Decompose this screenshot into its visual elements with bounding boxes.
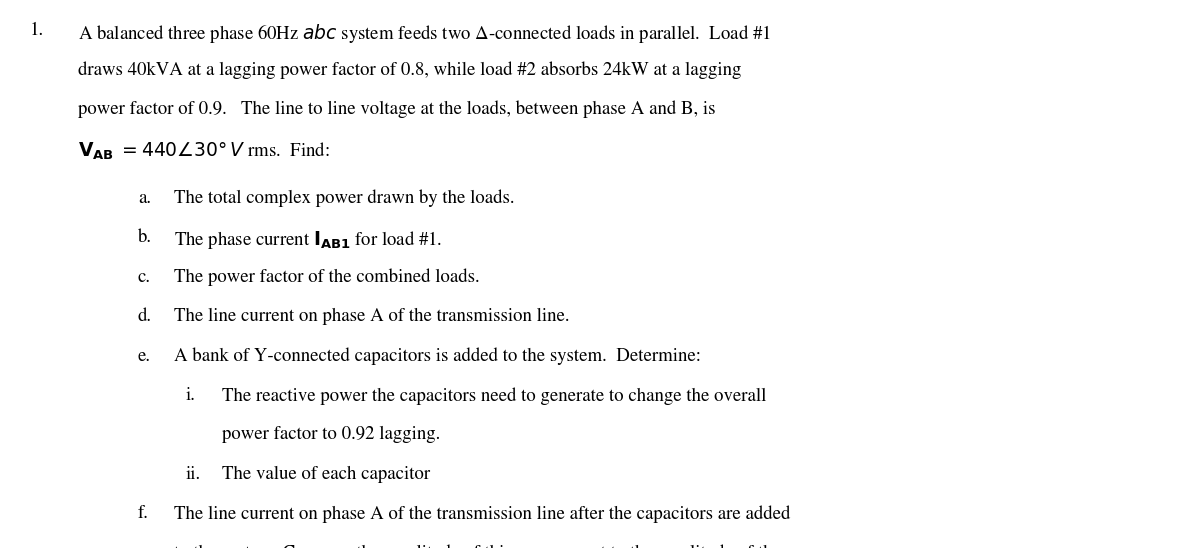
Text: c.: c.	[138, 269, 151, 286]
Text: a.: a.	[138, 190, 151, 207]
Text: The line current on phase A of the transmission line.: The line current on phase A of the trans…	[174, 308, 570, 325]
Text: ii.: ii.	[186, 466, 202, 483]
Text: i.: i.	[186, 387, 196, 404]
Text: The value of each capacitor: The value of each capacitor	[222, 466, 430, 483]
Text: The power factor of the combined loads.: The power factor of the combined loads.	[174, 269, 480, 286]
Text: A balanced three phase 60Hz $\mathit{abc}$ system feeds two Δ-connected loads in: A balanced three phase 60Hz $\mathit{abc…	[78, 22, 772, 45]
Text: A bank of Y-connected capacitors is added to the system.  Determine:: A bank of Y-connected capacitors is adde…	[174, 347, 701, 365]
Text: 1.: 1.	[30, 22, 44, 39]
Text: The total complex power drawn by the loads.: The total complex power drawn by the loa…	[174, 190, 515, 207]
Text: b.: b.	[138, 229, 152, 246]
Text: The line current on phase A of the transmission line after the capacitors are ad: The line current on phase A of the trans…	[174, 505, 791, 523]
Text: The phase current $\mathbf{I}_{\mathbf{AB1}}$ for load #1.: The phase current $\mathbf{I}_{\mathbf{A…	[174, 229, 443, 251]
Text: e.: e.	[138, 347, 151, 364]
Text: d.: d.	[138, 308, 152, 325]
Text: draws 40kVA at a lagging power factor of 0.8, while load #2 absorbs 24kW at a la: draws 40kVA at a lagging power factor of…	[78, 61, 742, 79]
Text: $\mathbf{V}_{\mathbf{AB}}$ $= 440\angle30°\,V$ rms.  Find:: $\mathbf{V}_{\mathbf{AB}}$ $= 440\angle3…	[78, 140, 330, 162]
Text: to the system. Compare the amplitude of this new current to the amplitude of the: to the system. Compare the amplitude of …	[174, 545, 781, 548]
Text: power factor to 0.92 lagging.: power factor to 0.92 lagging.	[222, 426, 440, 443]
Text: The reactive power the capacitors need to generate to change the overall: The reactive power the capacitors need t…	[222, 387, 767, 404]
Text: power factor of 0.9.   The line to line voltage at the loads, between phase A an: power factor of 0.9. The line to line vo…	[78, 101, 715, 118]
Text: f.: f.	[138, 505, 149, 522]
